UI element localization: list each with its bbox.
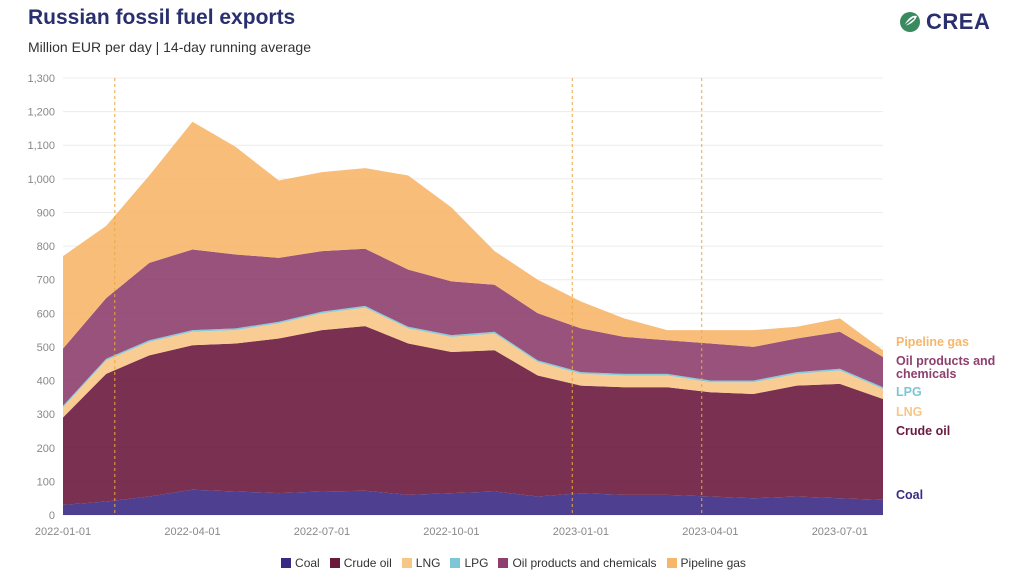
x-tick-label: 2023-04-01	[682, 526, 738, 538]
legend-item: Crude oil	[329, 556, 392, 570]
legend-label: LNG	[415, 556, 441, 570]
end-label: Oil products and	[896, 354, 995, 368]
legend-swatch	[498, 558, 509, 568]
legend-swatch	[281, 558, 292, 568]
x-tick-label: 2022-04-01	[164, 526, 220, 538]
legend-swatch	[666, 558, 677, 568]
legend-label: Oil products and chemicals	[512, 556, 657, 570]
legend-swatch	[450, 558, 461, 568]
x-tick-label: 2023-07-01	[812, 526, 868, 538]
legend-swatch	[329, 558, 340, 568]
legend-item: Oil products and chemicals	[498, 556, 657, 570]
legend-label: Crude oil	[343, 556, 392, 570]
series-area-oil-products-and-chemicals	[63, 248, 883, 406]
chart-title: Russian fossil fuel exports	[28, 6, 296, 29]
series-area-lng	[63, 307, 883, 418]
legend-label: LPG	[464, 556, 489, 570]
y-tick-label: 700	[37, 275, 55, 287]
y-tick-label: 800	[37, 241, 55, 253]
series-area-crude-oil	[63, 326, 883, 505]
y-tick-label: 300	[37, 409, 55, 421]
crea-logo: CREA	[898, 9, 990, 35]
end-label: Crude oil	[896, 424, 950, 438]
legend-swatch	[401, 558, 412, 568]
y-tick-label: 1,100	[27, 140, 55, 152]
legend-item: LNG	[401, 556, 441, 570]
y-tick-label: 1,300	[27, 73, 55, 85]
end-label: Pipeline gas	[896, 335, 969, 349]
y-tick-label: 1,200	[27, 107, 55, 119]
y-tick-label: 100	[37, 476, 55, 488]
series-area-pipeline-gas	[63, 121, 883, 358]
end-label: LNG	[896, 405, 922, 419]
legend-item: Pipeline gas	[666, 556, 746, 570]
y-tick-label: 400	[37, 376, 55, 388]
x-tick-label: 2022-01-01	[35, 526, 91, 538]
chart-legend: Coal Crude oil LNG LPG Oil products and chem…	[0, 556, 1027, 570]
legend-item: LPG	[450, 556, 488, 570]
y-tick-label: 0	[49, 510, 55, 522]
y-tick-label: 200	[37, 443, 55, 455]
x-tick-label: 2023-01-01	[553, 526, 609, 538]
y-tick-label: 900	[37, 207, 55, 219]
y-tick-label: 500	[37, 342, 55, 354]
chart-subtitle: Million EUR per day | 14-day running ave…	[28, 39, 312, 55]
end-label: chemicals	[896, 367, 957, 381]
logo-text: CREA	[926, 9, 991, 34]
crea-leaf-icon	[900, 12, 920, 32]
legend-item: Coal	[281, 556, 320, 570]
y-tick-label: 1,000	[27, 174, 55, 186]
legend-label: Pipeline gas	[680, 556, 746, 570]
end-label: LPG	[896, 385, 922, 399]
series-area-coal	[63, 489, 883, 515]
end-label: Coal	[896, 488, 923, 502]
legend-label: Coal	[295, 556, 320, 570]
y-tick-label: 600	[37, 308, 55, 320]
x-tick-label: 2022-10-01	[423, 526, 479, 538]
x-tick-label: 2022-07-01	[294, 526, 350, 538]
